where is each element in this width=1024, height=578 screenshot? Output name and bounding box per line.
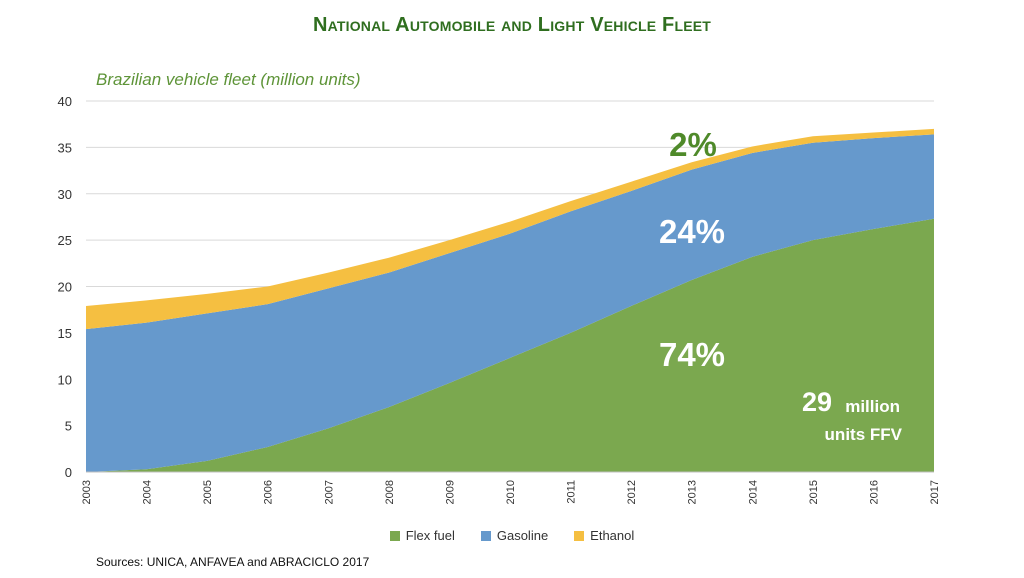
y-tick-label: 20 xyxy=(58,280,72,295)
legend: Flex fuel Gasoline Ethanol xyxy=(0,528,1024,543)
x-tick-label: 2013 xyxy=(687,480,699,504)
legend-label-flex-fuel: Flex fuel xyxy=(405,528,455,543)
x-tick-label: 2008 xyxy=(384,480,396,504)
x-tick-label: 2014 xyxy=(747,480,759,504)
area-flex-fuel xyxy=(86,218,934,472)
legend-swatch-gasoline xyxy=(480,530,491,541)
x-tick-label: 2006 xyxy=(263,480,275,504)
y-tick-label: 10 xyxy=(58,372,72,387)
legend-swatch-flex-fuel xyxy=(389,530,400,541)
y-tick-label: 15 xyxy=(58,326,72,341)
x-tick-label: 2005 xyxy=(202,480,214,504)
annotation-label: 24% xyxy=(659,213,725,250)
legend-item-ethanol: Ethanol xyxy=(574,528,634,543)
x-tick-label: 2016 xyxy=(868,480,880,504)
x-tick-label: 2015 xyxy=(808,480,820,504)
annotation-label: units FFV xyxy=(825,425,903,444)
x-tick-label: 2007 xyxy=(323,480,335,504)
x-tick-label: 2003 xyxy=(81,480,93,504)
y-tick-label: 35 xyxy=(58,140,72,155)
y-tick-label: 25 xyxy=(58,233,72,248)
legend-item-gasoline: Gasoline xyxy=(480,528,549,543)
legend-swatch-ethanol xyxy=(574,530,585,541)
legend-item-flex-fuel: Flex fuel xyxy=(389,528,455,543)
y-tick-label: 30 xyxy=(58,187,72,202)
y-tick-label: 0 xyxy=(65,465,72,480)
x-tick-label: 2017 xyxy=(929,480,941,504)
y-tick-label: 5 xyxy=(65,419,72,434)
area-ethanol xyxy=(86,128,934,330)
source-note: Sources: UNICA, ANFAVEA and ABRACICLO 20… xyxy=(96,555,370,569)
annotation-label: 74% xyxy=(659,336,725,373)
x-tick-label: 2009 xyxy=(444,480,456,504)
x-tick-label: 2011 xyxy=(566,480,578,504)
legend-label-gasoline: Gasoline xyxy=(496,528,549,543)
annotation-label: 2% xyxy=(669,126,717,163)
legend-label-ethanol: Ethanol xyxy=(590,528,635,543)
area-gasoline xyxy=(86,134,934,472)
x-tick-label: 2012 xyxy=(626,480,638,504)
x-tick-label: 2004 xyxy=(142,480,154,504)
y-tick-label: 40 xyxy=(58,94,72,109)
chart-subtitle: Brazilian vehicle fleet (million units) xyxy=(96,70,361,89)
chart-title: National Automobile and Light Vehicle Fl… xyxy=(312,14,712,36)
annotation-label: 29 xyxy=(802,387,832,417)
annotation-label: million xyxy=(845,397,900,416)
x-tick-label: 2010 xyxy=(505,480,517,504)
